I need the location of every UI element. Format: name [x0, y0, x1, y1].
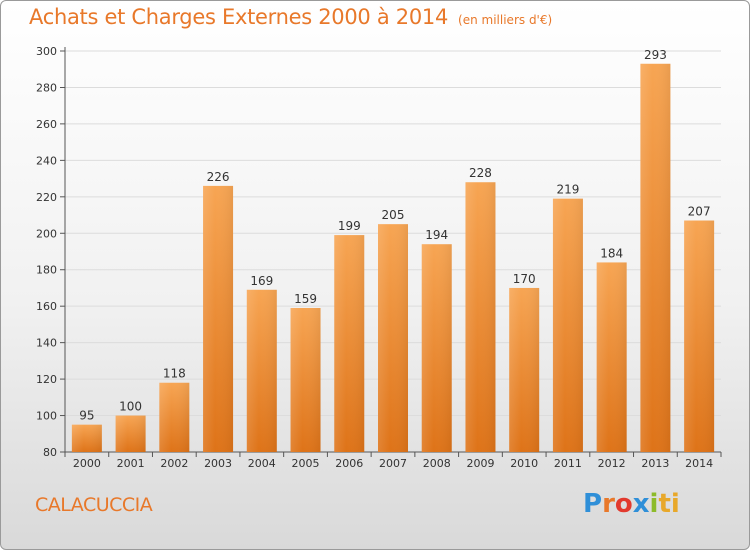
- x-tick-label: 2002: [160, 457, 188, 470]
- location-label: CALACUCCIA: [35, 494, 153, 516]
- x-axis-ticks: 2000 2001 2002 2003 2004 2005 2006 2007 2008 2009…: [64, 452, 722, 470]
- x-tick-label: 2014: [685, 457, 713, 470]
- bar-shading: [203, 185, 234, 452]
- x-tick-label: 2001: [117, 457, 145, 470]
- data-label: 199: [338, 219, 361, 233]
- x-tick-label: 2009: [466, 457, 494, 470]
- title-line: Achats et Charges Externes 2000 à 2014 (e…: [29, 5, 552, 29]
- x-tick-label: 2004: [248, 457, 276, 470]
- data-label: 184: [600, 246, 623, 260]
- bar-shading: [421, 244, 452, 452]
- data-label: 95: [79, 409, 94, 423]
- x-tick-label: 2000: [73, 457, 101, 470]
- logo-letter: o: [614, 489, 633, 519]
- chart-title: Achats et Charges Externes 2000 à 2014: [29, 5, 449, 29]
- y-tick-label: 160: [36, 300, 57, 313]
- bars: [71, 63, 715, 452]
- logo-letter: i: [649, 489, 659, 519]
- proxiti-logo[interactable]: Proxiti: [583, 489, 680, 519]
- bar-shading: [115, 415, 146, 452]
- x-tick-label: 2010: [510, 457, 538, 470]
- y-tick-label: 220: [36, 191, 57, 204]
- bar-shading: [290, 308, 321, 452]
- bar-shading: [159, 382, 190, 452]
- data-labels: 95 100 118 226 169 159 199 205 194 228 170 219 184 29…: [79, 48, 710, 423]
- chart-subtitle: (en milliers d'€): [458, 13, 553, 27]
- data-label: 118: [163, 367, 186, 381]
- data-label: 293: [644, 48, 667, 62]
- y-tick-label: 200: [36, 227, 57, 240]
- data-label: 100: [119, 400, 142, 414]
- logo-letter: P: [583, 489, 603, 519]
- y-tick-label: 180: [36, 264, 57, 277]
- logo-letter: x: [632, 489, 650, 519]
- x-tick-label: 2005: [292, 457, 320, 470]
- bar-shading: [509, 287, 540, 452]
- x-tick-label: 2003: [204, 457, 232, 470]
- y-tick-label: 120: [36, 373, 57, 386]
- bar-shading: [334, 235, 365, 452]
- logo-letter: r: [602, 489, 615, 519]
- x-tick-label: 2013: [641, 457, 669, 470]
- x-tick-label: 2006: [335, 457, 363, 470]
- logo-letter: ti: [658, 489, 680, 519]
- bar-shading: [246, 289, 277, 452]
- y-tick-label: 300: [36, 45, 57, 58]
- x-tick-label: 2007: [379, 457, 407, 470]
- y-tick-label: 280: [36, 81, 57, 94]
- x-tick-label: 2011: [554, 457, 582, 470]
- data-label: 226: [207, 170, 230, 184]
- bar-shading: [378, 224, 408, 452]
- bar-shading: [596, 262, 627, 452]
- y-tick-label: 80: [43, 446, 57, 459]
- x-tick-label: 2012: [598, 457, 626, 470]
- bar-shading: [684, 220, 715, 452]
- bar-shading: [552, 198, 583, 452]
- bar-shading: [465, 182, 496, 452]
- data-label: 170: [513, 272, 536, 286]
- data-label: 228: [469, 166, 492, 180]
- bar-shading: [71, 424, 102, 452]
- data-label: 159: [294, 292, 317, 306]
- data-label: 194: [425, 228, 448, 242]
- data-label: 219: [556, 183, 579, 197]
- bar-shading: [640, 63, 671, 452]
- x-tick-label: 2008: [423, 457, 451, 470]
- data-label: 205: [382, 208, 405, 222]
- y-tick-label: 100: [36, 410, 57, 423]
- data-label: 169: [250, 274, 273, 288]
- data-label: 207: [688, 205, 711, 219]
- y-tick-label: 140: [36, 337, 57, 350]
- y-tick-label: 260: [36, 118, 57, 131]
- y-tick-label: 240: [36, 154, 57, 167]
